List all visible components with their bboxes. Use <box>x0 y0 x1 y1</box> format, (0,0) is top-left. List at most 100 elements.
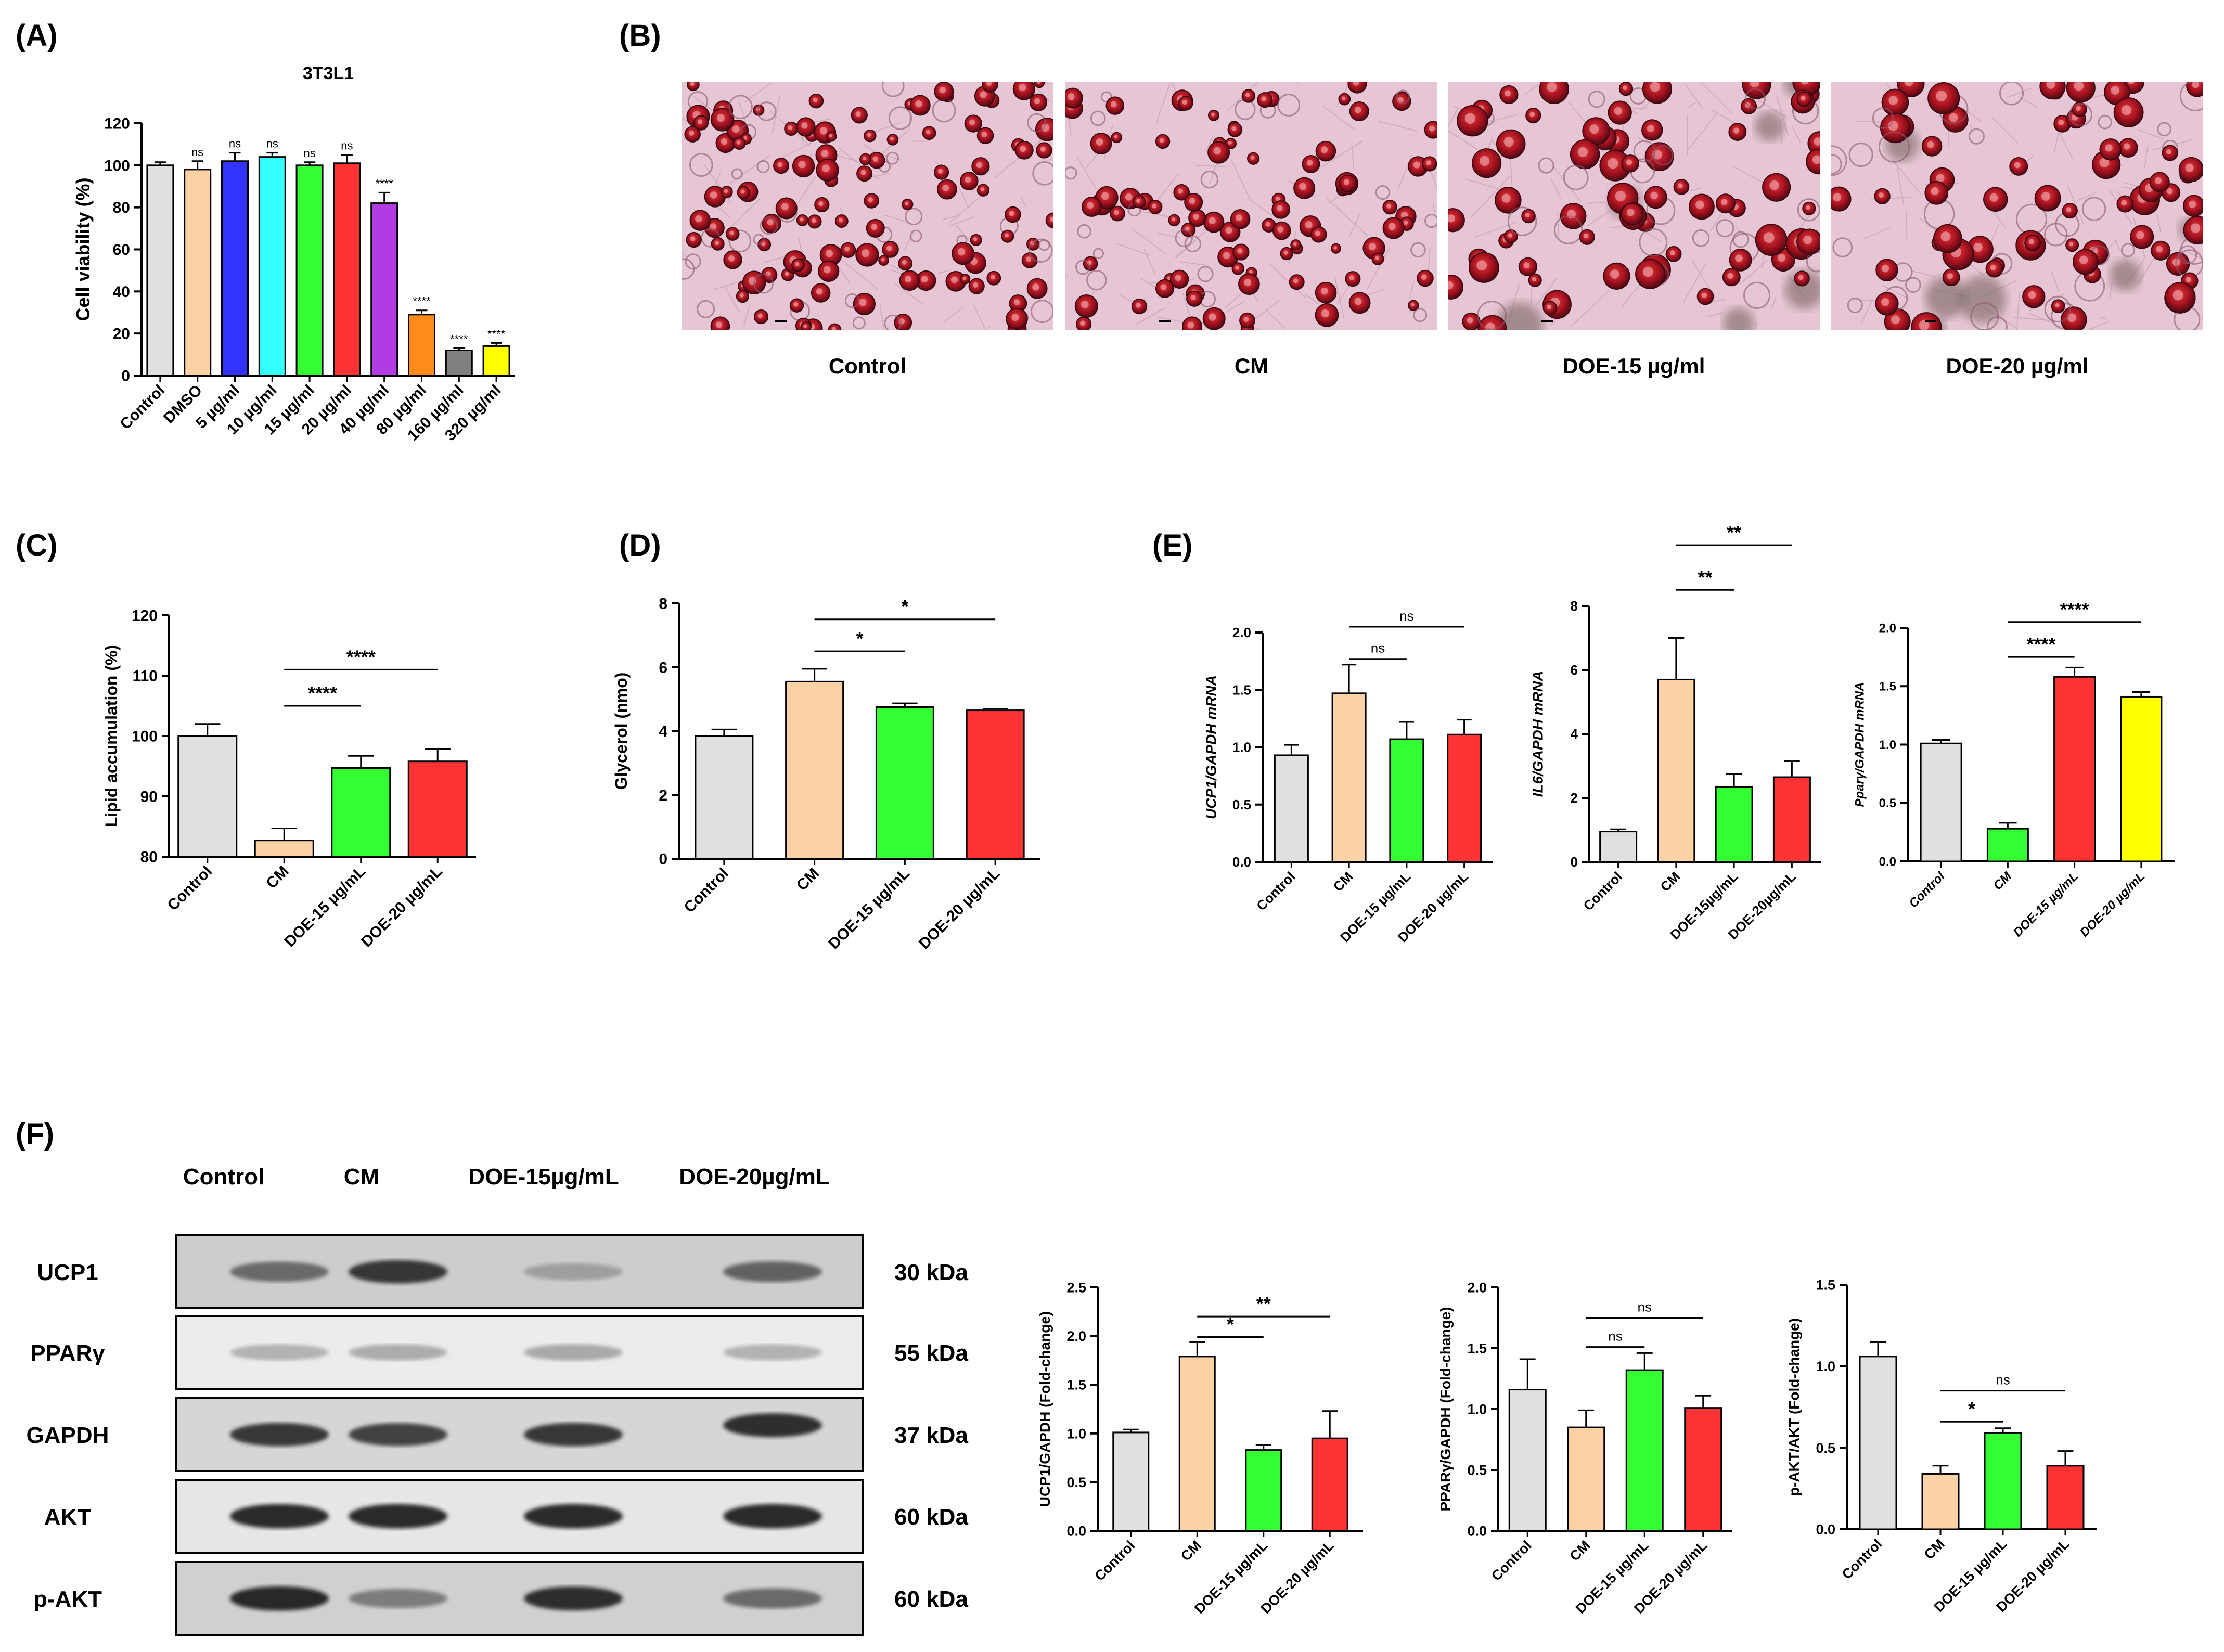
droplet-highlight <box>2190 223 2201 233</box>
droplet-highlight <box>1388 223 1396 230</box>
droplet-highlight <box>1250 156 1255 160</box>
fiber <box>1230 159 1251 200</box>
fiber <box>1322 105 1356 131</box>
droplet-highlight <box>829 134 833 138</box>
droplet-highlight <box>1888 121 1898 131</box>
bar <box>966 709 1025 860</box>
blot-band <box>723 1588 822 1609</box>
y-tick-label: 1.5 <box>1066 1377 1086 1393</box>
droplet-highlight <box>1368 242 1377 251</box>
droplet-highlight <box>729 230 734 236</box>
chart-glycerol: 0 2 4 6 8 Glycerol (nmo) Control CM DOE-15 µg/mL… <box>612 596 1040 953</box>
x-tick-label: CM <box>793 865 822 894</box>
droplet-highlight <box>1806 205 1810 210</box>
droplet-highlight <box>1189 198 1195 204</box>
fiber <box>1734 225 1742 235</box>
panel-label-e: (E) <box>1152 528 1192 562</box>
significance-label: * <box>1968 1398 1975 1419</box>
y-axis-label: UCP1/GAPDH (Fold-change) <box>1037 1311 1053 1507</box>
micrograph-label: Control <box>829 354 906 378</box>
x-tick-label: CM <box>1991 869 2015 893</box>
droplet-highlight <box>1160 284 1167 291</box>
empty-cell <box>1905 277 1921 293</box>
droplet-highlight <box>1881 298 1889 306</box>
droplet-highlight <box>1237 248 1243 254</box>
y-tick-label: 2 <box>1571 790 1578 806</box>
lipid-droplet <box>1642 82 1672 104</box>
empty-cell <box>844 293 860 308</box>
fiber <box>1896 166 1904 204</box>
x-tick-label: Control <box>1839 1536 1885 1582</box>
droplet-highlight <box>1341 96 1346 100</box>
empty-cell <box>2121 243 2136 257</box>
droplet-highlight <box>736 140 741 145</box>
droplet-highlight <box>1504 90 1511 97</box>
droplet-highlight <box>2099 158 2110 167</box>
droplet-highlight <box>1228 140 1232 145</box>
x-tick-label: Control <box>1253 869 1299 914</box>
empty-cell <box>1200 170 1218 189</box>
droplet-highlight <box>1547 304 1552 309</box>
blot-band <box>349 1423 447 1446</box>
bar <box>1178 1356 1216 1532</box>
fiber <box>884 214 909 223</box>
droplet-highlight <box>890 137 894 141</box>
fiber <box>937 269 952 274</box>
empty-cell <box>753 273 774 294</box>
droplet-highlight <box>1413 161 1420 169</box>
droplet-highlight <box>867 133 871 137</box>
bar <box>295 164 324 377</box>
fiber <box>1448 130 1479 150</box>
blot-band <box>723 1344 822 1361</box>
droplet-highlight <box>1277 226 1284 233</box>
significance-label: ** <box>1256 1293 1271 1314</box>
micrograph: CM <box>1065 82 1437 378</box>
x-tick-label: Control <box>1488 1538 1535 1584</box>
fiber <box>1687 101 1695 109</box>
fiber <box>2077 192 2097 201</box>
x-tick-label: Control <box>117 382 169 433</box>
micrograph-label: DOE-20 µg/ml <box>1946 354 2089 378</box>
chart-lipid-accumulation: 80 90 100 110 120 Lipid accumulation (%) Contr… <box>102 608 476 950</box>
bar <box>1921 1473 1960 1530</box>
fiber <box>2058 132 2074 159</box>
y-tick-label: 80 <box>140 849 158 866</box>
lipid-droplet <box>2186 82 2203 97</box>
chart-cell-viability: 3T3L1 0 20 40 60 80 100 120 Cell viability (%) Co… <box>72 63 515 444</box>
x-tick-label: DOE-20 µg/mL <box>916 865 1004 953</box>
chart-ppar-protein: 0.0 0.5 1.0 1.5 2.0 PPARγ/GAPDH (Fold-change)… <box>1437 1280 1732 1617</box>
blot-band <box>230 1261 329 1282</box>
droplet-highlight <box>1152 203 1157 209</box>
droplet-highlight <box>1013 299 1020 305</box>
droplet-highlight <box>1503 137 1514 147</box>
fiber <box>1687 113 1717 151</box>
fiber <box>2152 139 2193 151</box>
empty-cell <box>1831 154 1842 175</box>
fiber <box>958 186 970 209</box>
micrograph: Control <box>682 82 1053 378</box>
empty-cell <box>1027 113 1046 133</box>
droplet-highlight <box>818 201 824 206</box>
panel-label-d: (D) <box>619 528 661 562</box>
droplet-highlight <box>1087 202 1094 209</box>
droplet-highlight <box>816 288 823 295</box>
empty-cell <box>1077 224 1091 239</box>
droplet-highlight <box>1020 146 1026 152</box>
droplet-highlight <box>1265 222 1270 227</box>
lipid-droplet <box>1347 82 1367 94</box>
droplet-highlight <box>798 161 806 169</box>
bar <box>407 760 468 858</box>
fiber <box>1684 84 1704 109</box>
droplet-highlight <box>2136 231 2144 239</box>
droplet-highlight <box>1750 82 1759 88</box>
droplet-highlight <box>1225 227 1232 234</box>
droplet-highlight <box>1720 199 1728 205</box>
empty-cell <box>689 153 713 177</box>
chart-ppar-mrna: 0.0 0.5 1.0 1.5 2.0 Pparγ/GAPDH mRNA Control CM… <box>1853 599 2175 940</box>
empty-cell <box>1507 206 1537 236</box>
fiber <box>795 176 816 206</box>
droplet-highlight <box>1525 213 1530 218</box>
droplet-highlight <box>2172 290 2183 301</box>
bar <box>254 840 314 858</box>
